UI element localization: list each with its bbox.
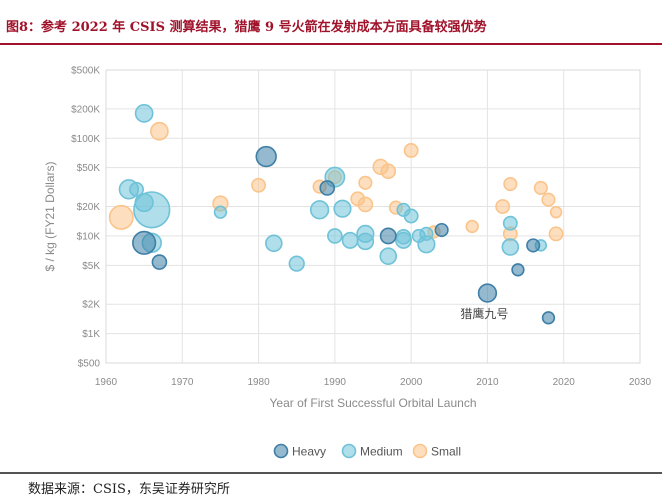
- bubble-heavy: [511, 263, 525, 277]
- bubble-heavy: [526, 238, 541, 253]
- x-tick-label: 1970: [171, 377, 194, 388]
- x-axis-label: Year of First Successful Orbital Launch: [270, 396, 477, 410]
- bubble-small: [548, 226, 564, 242]
- y-tick-label: $50K: [77, 163, 101, 174]
- x-axis-ticks: 1960 1970 1980 1990 2000 2010 2020 2030: [95, 377, 652, 388]
- bubble-medium: [134, 103, 154, 123]
- bubble-small: [108, 204, 134, 230]
- legend-marker-medium: [341, 443, 357, 459]
- bubble-small: [541, 192, 556, 207]
- legend-label-medium: Medium: [360, 445, 403, 459]
- bubble-heavy: [319, 180, 336, 196]
- bubble-small: [495, 199, 511, 214]
- bubble-small: [403, 143, 419, 158]
- bubble-medium: [265, 234, 283, 253]
- y-axis-label: $ / kg (FY21 Dollars): [43, 161, 57, 271]
- bubble-medium: [356, 232, 375, 251]
- x-tick-label: 1990: [324, 377, 347, 388]
- y-tick-label: $100K: [71, 134, 100, 145]
- y-tick-label: $20K: [77, 202, 101, 213]
- plot-frame: [105, 69, 641, 364]
- bubble-medium: [395, 228, 412, 245]
- bubble-small: [251, 177, 267, 193]
- bubble-small: [503, 176, 518, 192]
- chart-bubbles: [108, 103, 564, 325]
- y-tick-label: $500: [78, 359, 101, 370]
- annotation-falcon9: 猎鹰九号: [460, 306, 508, 321]
- bubble-heavy: [434, 222, 449, 238]
- bubble-medium: [327, 228, 343, 244]
- y-tick-label: $5K: [82, 261, 100, 272]
- bubble-heavy: [541, 311, 556, 325]
- chart-grid: [105, 69, 641, 364]
- x-tick-label: 2010: [476, 377, 499, 388]
- bubble-heavy: [255, 145, 277, 168]
- bubble-heavy: [477, 283, 498, 303]
- bubble-medium: [379, 247, 398, 265]
- bubble-heavy: [132, 230, 157, 255]
- bubble-small: [150, 121, 169, 141]
- bubble-medium: [333, 199, 352, 218]
- y-axis-ticks: $500 $1K $2K $5K $10K $20K $50K $100K $200K $500K: [71, 66, 100, 370]
- y-tick-label: $1K: [82, 329, 100, 340]
- bubble-small: [465, 219, 479, 234]
- bubble-heavy: [151, 254, 168, 270]
- footer-rule: [0, 472, 662, 474]
- legend-marker-small: [412, 443, 428, 459]
- bubble-medium: [288, 255, 305, 272]
- bubble-medium: [129, 181, 144, 197]
- y-tick-label: $2K: [82, 300, 100, 311]
- bubble-small: [533, 180, 548, 196]
- bubble-medium: [213, 205, 228, 219]
- legend-label-small: Small: [431, 445, 461, 459]
- bubble-small: [380, 163, 397, 180]
- bubble-small: [358, 175, 373, 190]
- y-tick-label: $500K: [71, 66, 100, 77]
- bubble-medium: [341, 231, 359, 249]
- figure-title: 图8：参考 2022 年 CSIS 测算结果，猎鹰 9 号火箭在发射成本方面具备…: [6, 20, 487, 35]
- legend-label-heavy: Heavy: [292, 445, 326, 459]
- bubble-chart: $500 $1K $2K $5K $10K $20K $50K $100K $200K $500K…: [43, 66, 652, 459]
- bubble-medium: [133, 191, 171, 229]
- x-tick-label: 2000: [400, 377, 423, 388]
- bubble-medium: [403, 208, 419, 224]
- x-tick-label: 2020: [553, 377, 576, 388]
- title-rule: [0, 43, 662, 45]
- bubble-medium: [419, 226, 434, 241]
- y-tick-label: $10K: [77, 231, 101, 242]
- y-tick-label: $200K: [71, 104, 100, 115]
- x-tick-label: 1980: [247, 377, 270, 388]
- legend-marker-heavy: [273, 443, 289, 459]
- chart-legend: Heavy Medium Small: [273, 443, 461, 459]
- bubble-medium: [501, 238, 520, 256]
- x-tick-label: 2030: [629, 377, 652, 388]
- bubble-heavy: [379, 227, 397, 245]
- bubble-small: [549, 205, 563, 219]
- bubble-small: [357, 196, 374, 213]
- bubble-medium: [309, 200, 330, 220]
- bubble-medium: [502, 215, 518, 231]
- x-tick-label: 1960: [95, 377, 118, 388]
